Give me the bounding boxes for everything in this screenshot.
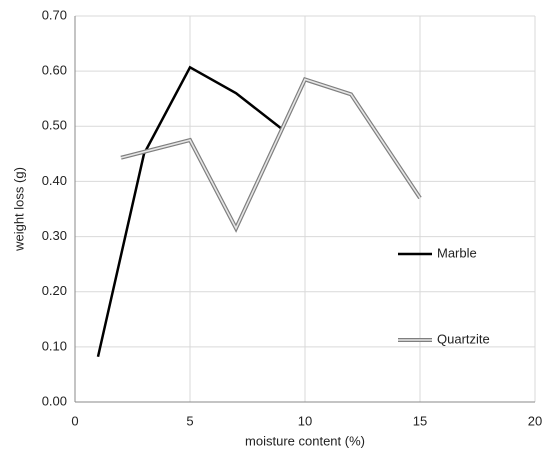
line-series-inner [120,78,421,231]
y-axis-label: weight loss (g) [11,167,26,252]
legend-label: Quartzite [437,331,490,346]
x-axis-label: moisture content (%) [245,433,365,448]
y-tick-label: 0.40 [42,173,67,188]
y-tick-label: 0.70 [42,7,67,22]
y-tick-label: 0.50 [42,118,67,133]
x-tick-label: 5 [186,413,193,428]
x-tick-label: 0 [71,413,78,428]
x-tick-label: 20 [528,413,542,428]
x-tick-label: 15 [413,413,427,428]
y-tick-label: 0.30 [42,228,67,243]
line-series [96,65,283,358]
y-tick-label: 0.60 [42,63,67,78]
y-tick-label: 0.10 [42,338,67,353]
legend-label: Marble [437,245,477,260]
y-tick-label: 0.00 [42,393,67,408]
x-tick-label: 10 [298,413,312,428]
y-tick-label: 0.20 [42,283,67,298]
